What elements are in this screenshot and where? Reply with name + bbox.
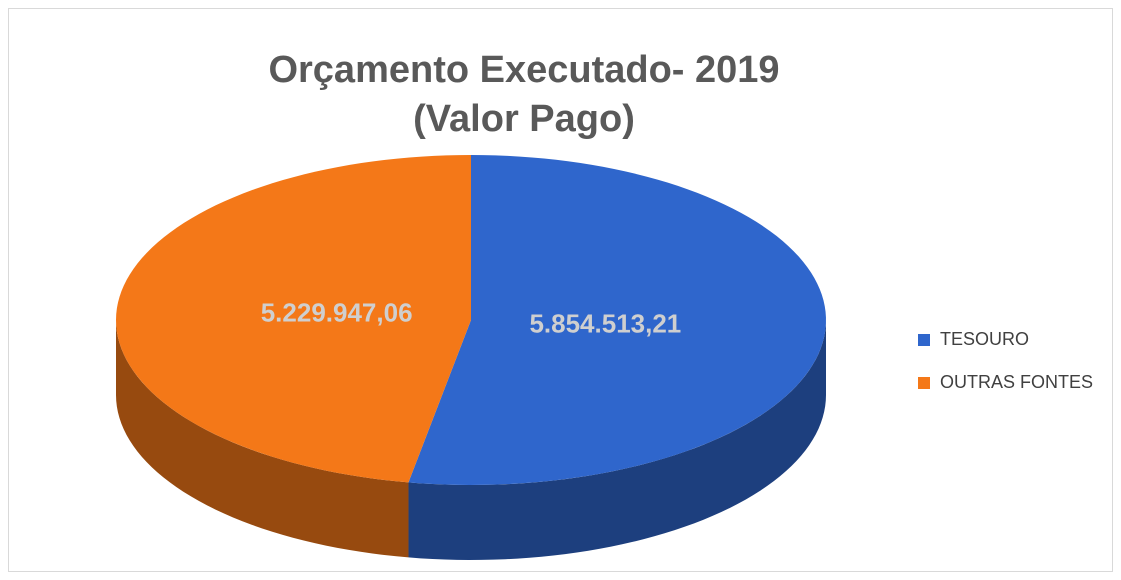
legend-label: OUTRAS FONTES (940, 372, 1093, 392)
chart-title: Orçamento Executado- 2019 (268, 49, 779, 91)
slice-side (116, 320, 409, 558)
legend-label: TESOURO (940, 329, 1029, 349)
slice-side (408, 320, 826, 560)
legend-swatch (918, 334, 930, 346)
data-label: 5.854.513,21 (529, 308, 681, 338)
legend-swatch (918, 377, 930, 389)
data-label: 5.229.947,06 (261, 297, 413, 327)
slice (408, 155, 826, 485)
chart-subtitle: (Valor Pago) (413, 98, 635, 140)
slice (116, 155, 471, 483)
